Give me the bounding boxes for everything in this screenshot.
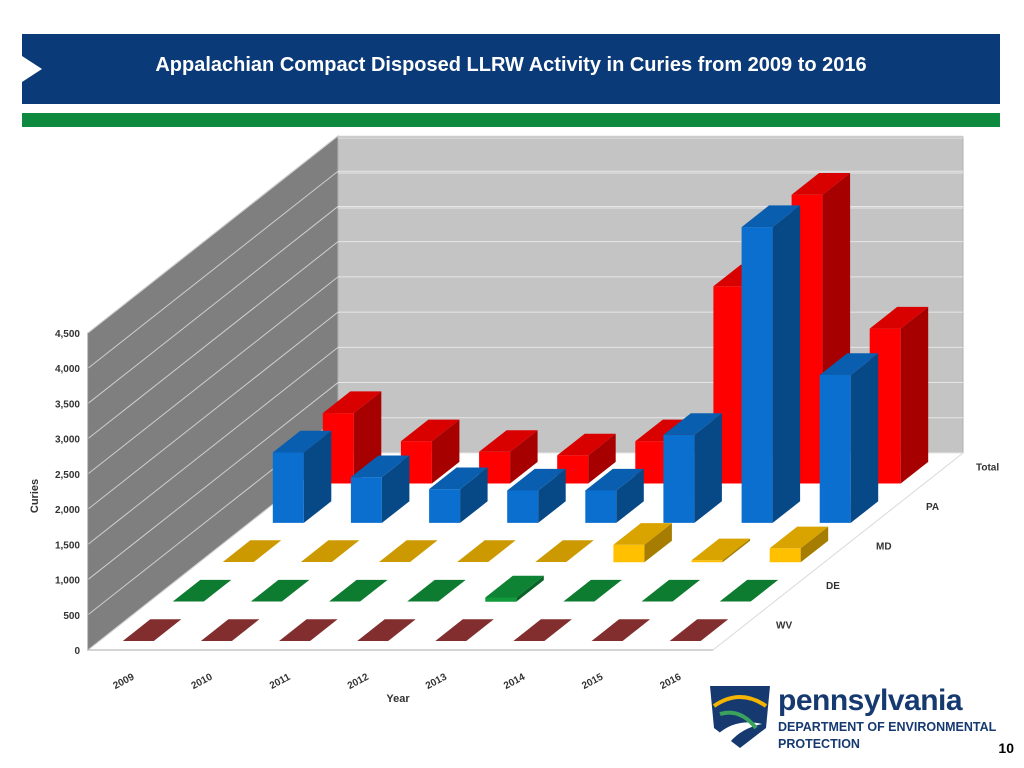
y-tick-label: 4,000 — [55, 364, 80, 375]
bar-wv-2012 — [357, 619, 416, 641]
bar-pa-2012 — [507, 468, 566, 523]
bar-wv-2015 — [591, 619, 651, 641]
bar-de-2013 — [485, 575, 544, 602]
y-tick-label: 3,000 — [55, 435, 80, 446]
x-axis-title: Year — [386, 693, 410, 705]
bar-pa-2014 — [663, 413, 722, 523]
slide-title: Appalachian Compact Disposed LLRW Activi… — [155, 54, 867, 76]
bar-md-2015 — [691, 538, 751, 563]
bar-de-2010 — [250, 579, 310, 602]
y-tick-label: 0 — [74, 646, 80, 657]
pa-keystone-icon — [710, 686, 770, 748]
bar-pa-2011 — [429, 467, 488, 523]
bar-pa-2015 — [741, 205, 801, 523]
y-tick-label: 4,500 — [55, 329, 80, 340]
bar-wv-2010 — [200, 619, 260, 641]
bar-md-2016 — [769, 526, 829, 563]
bar-de-2015 — [641, 579, 701, 602]
x-tick-label: 2012 — [346, 672, 371, 692]
y-tick-label: 3,500 — [55, 399, 80, 410]
x-tick-label: 2016 — [658, 672, 683, 692]
logo-line-1: DEPARTMENT OF ENVIRONMENTAL — [778, 720, 997, 734]
y-tick-label: 500 — [63, 611, 80, 622]
gridline-side — [87, 382, 339, 580]
y-tick-label: 1,000 — [55, 576, 80, 587]
bar-pa-2013 — [585, 468, 644, 523]
y-tick-label: 1,500 — [55, 540, 80, 551]
x-tick-label: 2015 — [580, 672, 605, 692]
accent-bar — [22, 113, 1000, 127]
x-tick-label: 2014 — [502, 672, 527, 692]
bar-de-2012 — [407, 579, 466, 602]
bar-pa-2016 — [819, 353, 879, 523]
bar-md-2013 — [535, 540, 594, 562]
pa-dep-logo: pennsylvania DEPARTMENT OF ENVIRONMENTAL… — [706, 684, 1006, 754]
y-tick-label: 2,500 — [55, 470, 80, 481]
x-tick-label: 2010 — [190, 672, 215, 692]
bar-pa-2009 — [272, 430, 332, 523]
bar-md-2009 — [222, 540, 282, 562]
series-label-total: Total — [976, 463, 999, 474]
series-label-pa: PA — [926, 502, 939, 513]
logo-wordmark: pennsylvania — [778, 684, 963, 717]
chart-3d-bar: 0 500 1,000 1,500 2,000 2,500 3,000 3,500 4,000 4… — [29, 134, 999, 705]
x-tick-label: 2013 — [424, 672, 449, 692]
bar-md-2012 — [457, 540, 516, 562]
gridline-side — [87, 311, 339, 510]
bar-de-2014 — [563, 579, 622, 602]
bar-wv-2009 — [122, 619, 182, 641]
gridline-side — [87, 206, 339, 404]
bar-wv-2013 — [435, 619, 494, 641]
title-arrow-icon — [22, 56, 42, 82]
x-tick-label: 2009 — [111, 672, 136, 692]
bar-md-2010 — [300, 540, 360, 562]
bar-md-2011 — [379, 540, 438, 562]
gridline-side — [87, 241, 339, 440]
page-number: 10 — [998, 740, 1014, 756]
bar-de-2011 — [329, 579, 388, 602]
bar-de-2016 — [719, 579, 779, 602]
y-axis-title: Curies — [29, 479, 41, 513]
bar-pa-2010 — [350, 455, 410, 523]
series-label-wv: WV — [776, 620, 792, 631]
x-tick-label: 2011 — [268, 672, 293, 692]
bar-wv-2011 — [279, 619, 338, 641]
title-bar: Appalachian Compact Disposed LLRW Activi… — [22, 34, 1000, 104]
bar-md-2014 — [613, 523, 672, 563]
series-label-md: MD — [876, 542, 892, 553]
bar-total-2016 — [869, 306, 929, 484]
series-label-de: DE — [826, 581, 840, 592]
gridline-side — [87, 135, 339, 334]
logo-line-2: PROTECTION — [778, 737, 860, 751]
gridline-side — [87, 170, 339, 369]
bar-wv-2016 — [669, 619, 729, 641]
gridline-side — [87, 276, 339, 475]
bar-wv-2014 — [513, 619, 572, 641]
y-tick-label: 2,000 — [55, 505, 80, 516]
bar-de-2009 — [172, 579, 232, 602]
gridline-side — [87, 346, 339, 545]
